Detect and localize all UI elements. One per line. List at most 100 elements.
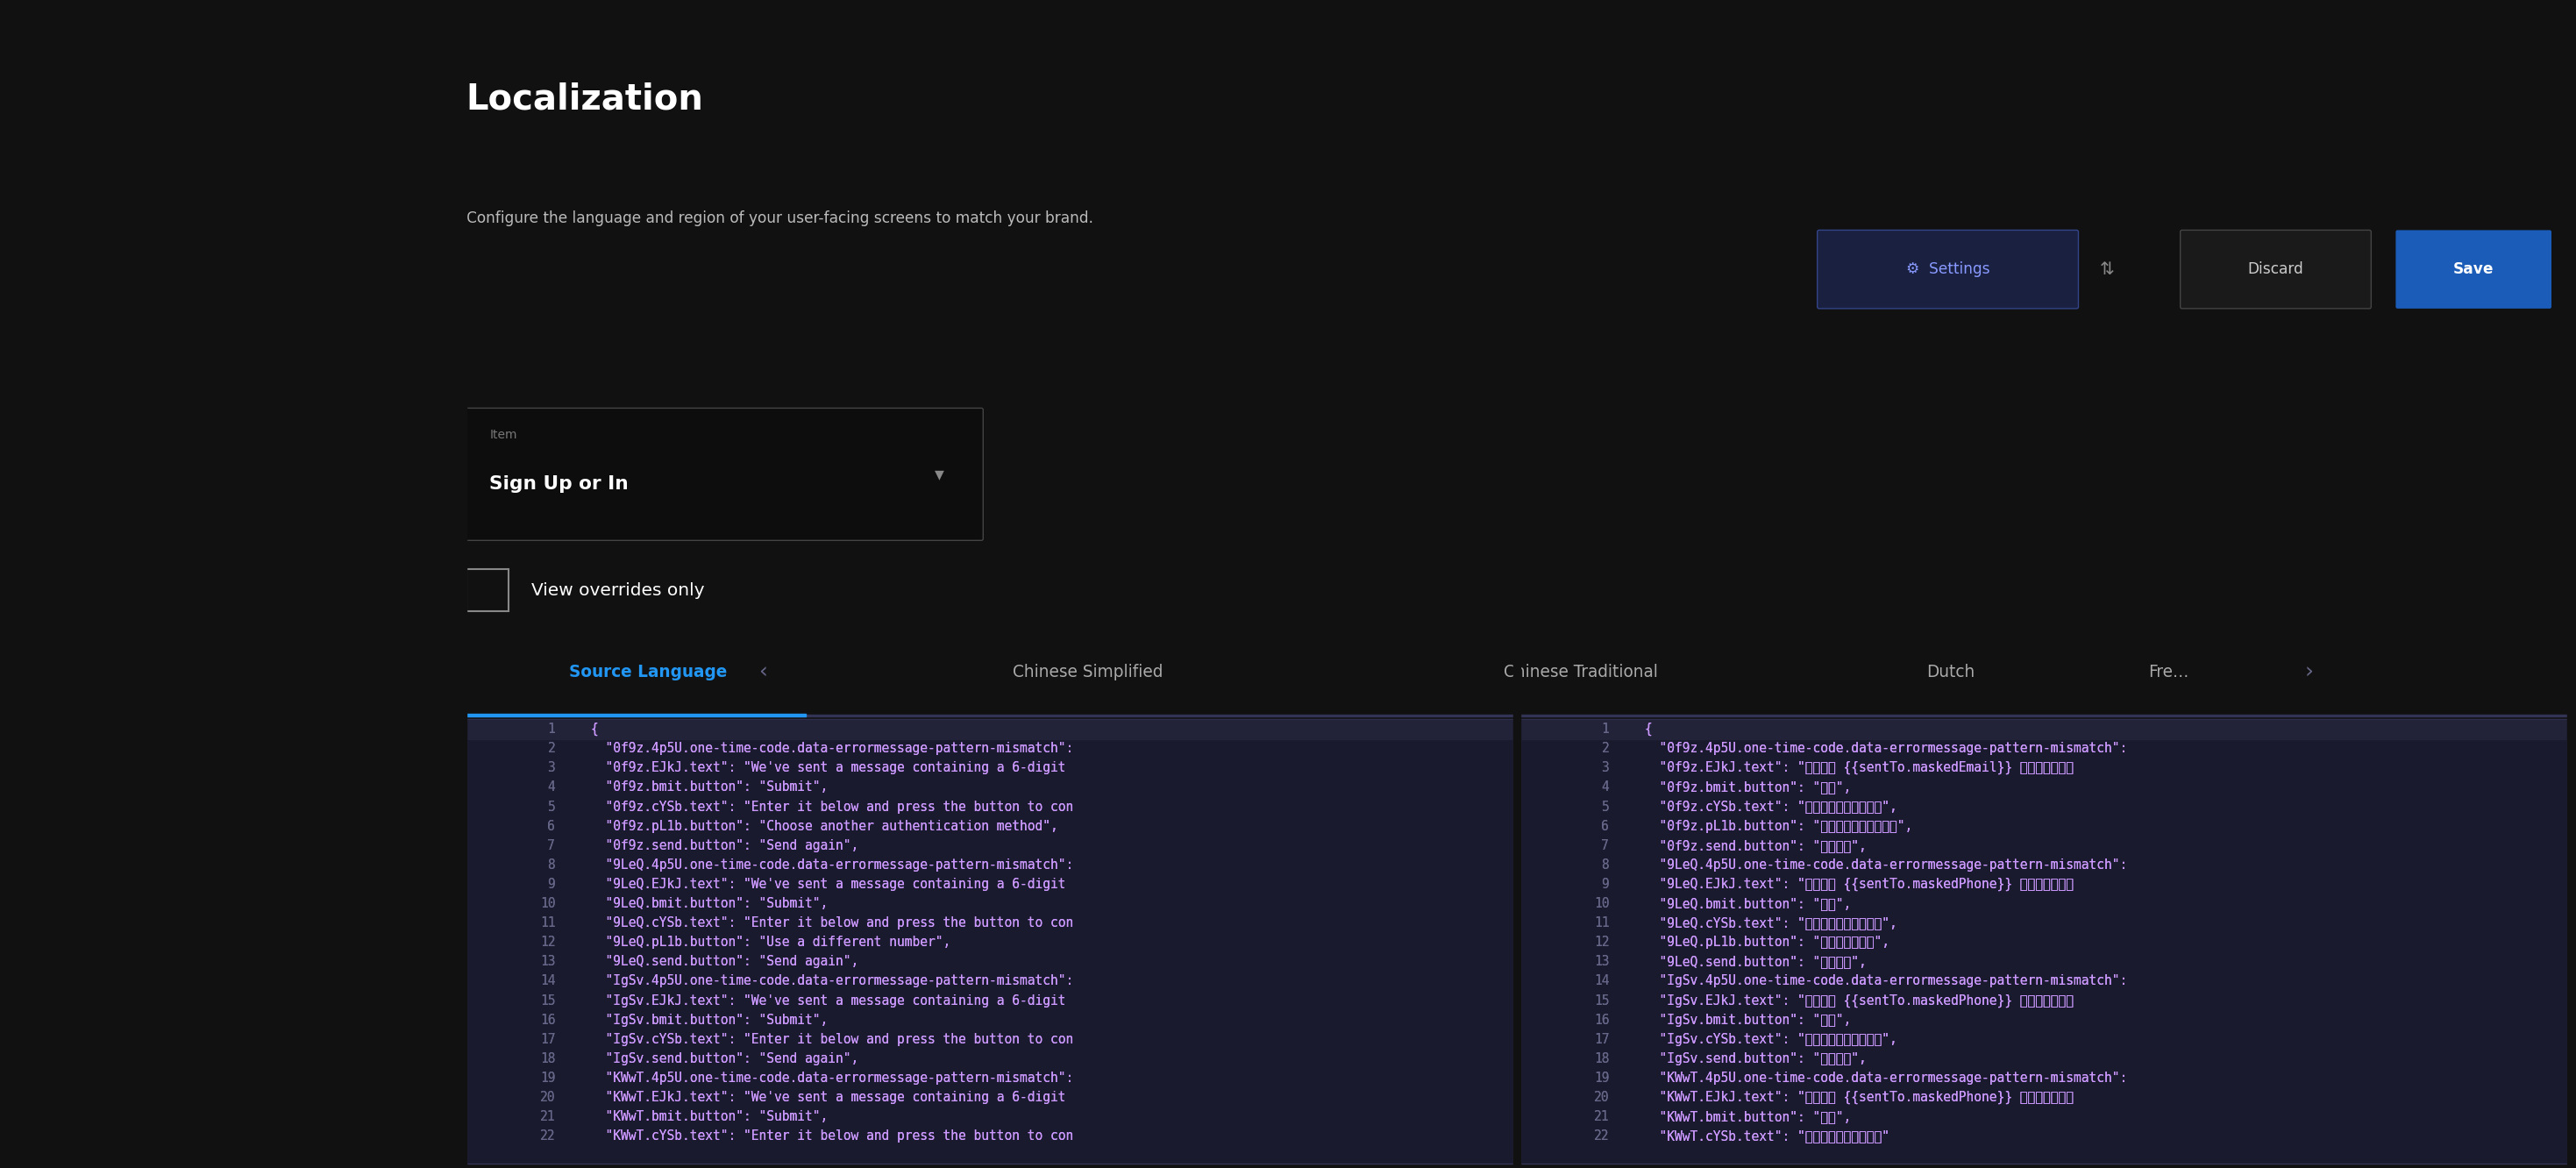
Text: 19: 19 [1595, 1071, 1610, 1085]
Text: "KWwT.4p5U.one-time-code.data-errormessage-pattern-mismatch":: "KWwT.4p5U.one-time-code.data-errormessa… [1643, 1071, 2128, 1085]
Text: 18: 18 [541, 1052, 556, 1065]
Text: "0f9z.4p5U.one-time-code.data-errormessage-pattern-mismatch":: "0f9z.4p5U.one-time-code.data-errormessa… [590, 742, 1074, 756]
Text: 21: 21 [1595, 1111, 1610, 1124]
Text: 9: 9 [549, 877, 556, 891]
Text: 3: 3 [1602, 762, 1610, 774]
Text: 8: 8 [549, 858, 556, 871]
Text: Users: Users [113, 579, 155, 596]
Text: "0f9z.send.button": "Send again",: "0f9z.send.button": "Send again", [590, 839, 858, 853]
Text: 15: 15 [1595, 994, 1610, 1007]
Text: "0f9z.bmit.button": "提交",: "0f9z.bmit.button": "提交", [1643, 781, 1852, 794]
Text: 20: 20 [541, 1091, 556, 1104]
Text: {: { [1643, 723, 1651, 736]
Text: "IgSv.bmit.button": "Submit",: "IgSv.bmit.button": "Submit", [590, 1014, 827, 1027]
Text: 20: 20 [1595, 1091, 1610, 1104]
Text: "0f9z.cYSb.text": "Enter it below and press the button to con: "0f9z.cYSb.text": "Enter it below and pr… [590, 800, 1074, 813]
Text: Item: Item [489, 429, 518, 440]
FancyBboxPatch shape [2396, 230, 2550, 308]
Text: Localization: Localization [466, 82, 703, 117]
Text: "KWwT.bmit.button": "Submit",: "KWwT.bmit.button": "Submit", [590, 1111, 827, 1124]
Text: "0f9z.EJkJ.text": "我们已向 {{sentTo.maskedEmail}} 发送了一条包含: "0f9z.EJkJ.text": "我们已向 {{sentTo.maskedE… [1643, 762, 2074, 774]
Text: "KWwT.4p5U.one-time-code.data-errormessage-pattern-mismatch":: "KWwT.4p5U.one-time-code.data-errormessa… [590, 1071, 1074, 1085]
Text: Connectors: Connectors [113, 470, 198, 486]
Text: "IgSv.cYSb.text": "在下面输入并按钮继续",: "IgSv.cYSb.text": "在下面输入并按钮继续", [1643, 1033, 1899, 1047]
Text: Getting Started: Getting Started [113, 95, 227, 111]
Bar [466, 718, 1512, 1163]
Text: "IgSv.EJkJ.text": "我们已向 {{sentTo.maskedPhone}} 发送了一条包含: "IgSv.EJkJ.text": "我们已向 {{sentTo.maskedP… [1643, 994, 2074, 1007]
Text: 7: 7 [1602, 839, 1610, 853]
Text: Audit and Troubleshoot: Audit and Troubleshoot [113, 847, 283, 863]
Text: "IgSv.send.button": "重新发送",: "IgSv.send.button": "重新发送", [1643, 1052, 1868, 1065]
Text: "9LeQ.pL1b.button": "使用不同的号码",: "9LeQ.pL1b.button": "使用不同的号码", [1643, 936, 1891, 950]
Text: 4: 4 [549, 781, 556, 794]
Text: 5: 5 [1602, 800, 1610, 813]
Text: View overrides only: View overrides only [531, 582, 706, 598]
Text: Chinese Simplified: Chinese Simplified [1012, 663, 1164, 681]
Text: "9LeQ.cYSb.text": "Enter it below and press the button to con: "9LeQ.cYSb.text": "Enter it below and pr… [590, 917, 1074, 930]
Text: Home: Home [113, 43, 157, 60]
Text: "IgSv.send.button": "Send again",: "IgSv.send.button": "Send again", [590, 1052, 858, 1065]
FancyBboxPatch shape [464, 408, 984, 541]
Text: 6: 6 [549, 820, 556, 833]
Text: 11: 11 [1595, 917, 1610, 930]
Text: 4: 4 [1602, 781, 1610, 794]
Text: "KWwT.bmit.button": "提交",: "KWwT.bmit.button": "提交", [1643, 1111, 1852, 1124]
Bar [466, 714, 806, 716]
Text: ⚙  Settings: ⚙ Settings [1906, 262, 1989, 277]
Text: 2: 2 [1602, 742, 1610, 756]
Text: "9LeQ.pL1b.button": "Use a different number",: "9LeQ.pL1b.button": "Use a different num… [590, 936, 951, 950]
Text: "9LeQ.bmit.button": "提交",: "9LeQ.bmit.button": "提交", [1643, 897, 1852, 910]
Text: "9LeQ.bmit.button": "提交",: "9LeQ.bmit.button": "提交", [1643, 897, 1852, 910]
Text: 5: 5 [549, 800, 556, 813]
Text: 12: 12 [541, 936, 556, 950]
Text: 10: 10 [1595, 897, 1610, 910]
Bar [0, 0, 451, 1168]
Text: ›: › [2306, 661, 2313, 682]
Text: 16: 16 [1595, 1014, 1610, 1027]
Text: "0f9z.pL1b.button": "Choose another authentication method",: "0f9z.pL1b.button": "Choose another auth… [590, 820, 1059, 833]
Text: 17: 17 [541, 1033, 556, 1047]
Text: 3: 3 [549, 762, 556, 774]
Text: 7: 7 [1602, 839, 1610, 853]
Text: 1: 1 [549, 723, 556, 736]
Text: "IgSv.bmit.button": "提交",: "IgSv.bmit.button": "提交", [1643, 1014, 1852, 1027]
Text: 15: 15 [541, 994, 556, 1007]
Text: Tenants: Tenants [113, 684, 170, 701]
Text: 4: 4 [1602, 781, 1610, 794]
Text: 13: 13 [541, 955, 556, 968]
Text: "IgSv.EJkJ.text": "我们已向 {{sentTo.maskedPhone}} 发送了一条包含: "IgSv.EJkJ.text": "我们已向 {{sentTo.maskedP… [1643, 994, 2074, 1007]
Text: "0f9z.pL1b.button": "Choose another authentication method",: "0f9z.pL1b.button": "Choose another auth… [590, 820, 1059, 833]
Text: 2: 2 [549, 742, 556, 756]
Bar [0, 406, 451, 444]
Text: 11: 11 [1595, 917, 1610, 930]
Bar [1512, 0, 1520, 1168]
Text: Flows: Flows [113, 257, 155, 273]
Text: "KWwT.4p5U.one-time-code.data-errormessage-pattern-mismatch":: "KWwT.4p5U.one-time-code.data-errormessa… [1643, 1071, 2128, 1085]
Text: "9LeQ.send.button": "Send again",: "9LeQ.send.button": "Send again", [590, 955, 858, 968]
Text: Discard: Discard [2249, 262, 2303, 277]
Text: 16: 16 [541, 1014, 556, 1027]
Text: 20: 20 [1595, 1091, 1610, 1104]
Text: "KWwT.4p5U.one-time-code.data-errormessage-pattern-mismatch":: "KWwT.4p5U.one-time-code.data-errormessa… [590, 1071, 1074, 1085]
Text: 17: 17 [541, 1033, 556, 1047]
Text: Dutch: Dutch [1927, 663, 1976, 681]
Text: Localization: Localization [113, 418, 201, 434]
Text: "9LeQ.bmit.button": "Submit",: "9LeQ.bmit.button": "Submit", [590, 897, 827, 910]
Bar [466, 715, 2576, 716]
Text: 7: 7 [549, 839, 556, 853]
Text: "9LeQ.bmit.button": "Submit",: "9LeQ.bmit.button": "Submit", [590, 897, 827, 910]
Text: "9LeQ.4p5U.one-time-code.data-errormessage-pattern-mismatch":: "9LeQ.4p5U.one-time-code.data-errormessa… [1643, 858, 2128, 871]
Text: 6: 6 [1602, 820, 1610, 833]
Text: 6: 6 [549, 820, 556, 833]
Text: "0f9z.cYSb.text": "在下面输入并按钮继续",: "0f9z.cYSb.text": "在下面输入并按钮继续", [1643, 800, 1899, 813]
Text: "KWwT.EJkJ.text": "我们已向 {{sentTo.maskedPhone}} 发送了一条包含: "KWwT.EJkJ.text": "我们已向 {{sentTo.maskedP… [1643, 1091, 2074, 1104]
Text: "IgSv.4p5U.one-time-code.data-errormessage-pattern-mismatch":: "IgSv.4p5U.one-time-code.data-errormessa… [590, 974, 1074, 988]
Text: "0f9z.bmit.button": "提交",: "0f9z.bmit.button": "提交", [1643, 781, 1852, 794]
Text: "KWwT.cYSb.text": "在下面输入并按钮继续": "KWwT.cYSb.text": "在下面输入并按钮继续" [1643, 1129, 1891, 1142]
Text: "KWwT.bmit.button": "提交",: "KWwT.bmit.button": "提交", [1643, 1111, 1852, 1124]
Text: 1: 1 [1602, 723, 1610, 736]
Text: 5: 5 [549, 800, 556, 813]
Text: 4: 4 [549, 781, 556, 794]
Text: "9LeQ.cYSb.text": "在下面输入并按钮继续",: "9LeQ.cYSb.text": "在下面输入并按钮继续", [1643, 917, 1899, 930]
Text: 22: 22 [541, 1129, 556, 1142]
